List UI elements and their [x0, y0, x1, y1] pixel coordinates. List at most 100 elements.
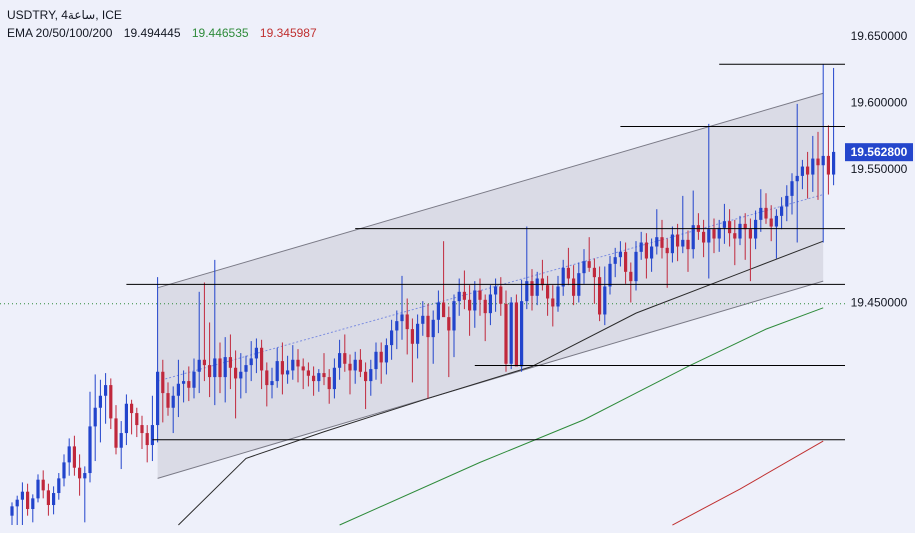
candle-body: [743, 223, 747, 230]
candle: [369, 359, 373, 396]
candle: [722, 203, 726, 244]
candle: [10, 502, 14, 526]
candle-body: [530, 281, 534, 296]
candle: [88, 391, 92, 483]
candle: [161, 359, 165, 423]
candle: [265, 362, 269, 407]
candle: [785, 185, 789, 222]
candle: [717, 219, 721, 252]
candle: [488, 285, 492, 326]
candle-body: [260, 347, 264, 371]
candle: [405, 298, 409, 355]
candle-body: [785, 195, 789, 207]
candle-body: [405, 314, 409, 330]
current-price-label: 19.562800: [851, 145, 908, 159]
candle-body: [722, 221, 726, 228]
candle-body: [119, 433, 123, 448]
candle-body: [452, 301, 456, 331]
candle: [46, 483, 50, 516]
candle: [223, 337, 227, 403]
candle: [530, 269, 534, 311]
candle-body: [473, 290, 477, 311]
candle-body: [795, 175, 799, 182]
candle-body: [46, 490, 50, 506]
candle-body: [556, 286, 560, 307]
candle: [119, 421, 123, 470]
candle: [774, 209, 778, 259]
candle: [296, 349, 300, 383]
candle-body: [176, 383, 180, 396]
candle: [660, 219, 664, 259]
candle: [504, 290, 508, 372]
candle: [192, 358, 196, 399]
candle: [733, 219, 737, 266]
candle: [400, 275, 404, 340]
candle: [301, 358, 305, 390]
candle: [197, 291, 201, 394]
candle: [338, 339, 342, 380]
candle-body: [384, 345, 388, 363]
candle: [426, 303, 430, 399]
candle: [176, 359, 180, 418]
candle-body: [421, 315, 425, 324]
current-price-tag: 19.562800: [845, 143, 913, 162]
candle-body: [426, 315, 430, 338]
candle: [509, 297, 513, 370]
candle-body: [728, 221, 732, 234]
candle: [364, 362, 368, 410]
candle-body: [582, 261, 586, 274]
candle-body: [57, 478, 61, 494]
candle-body: [499, 286, 503, 304]
candle-body: [738, 223, 742, 239]
candle-body: [338, 353, 342, 368]
candle: [15, 495, 19, 526]
candle: [442, 241, 446, 318]
candle-body: [774, 215, 778, 227]
candle: [728, 209, 732, 247]
candle-body: [780, 206, 784, 216]
candle: [317, 369, 321, 392]
candle: [624, 242, 628, 284]
candle-body: [587, 261, 591, 268]
candle: [410, 318, 414, 383]
candle: [712, 218, 716, 254]
candle-body: [187, 381, 191, 388]
candle: [249, 341, 253, 382]
candle-body: [280, 361, 284, 375]
price-axis[interactable]: 19.650000 19.600000 19.550000 19.450000 19.5…: [845, 0, 915, 533]
candle: [156, 277, 160, 443]
y-tick-label: 19.650000: [851, 29, 908, 43]
candle-body: [390, 330, 394, 346]
candle: [234, 350, 238, 419]
candle: [769, 205, 773, 242]
candle: [124, 394, 128, 446]
candle: [171, 386, 175, 434]
candle: [670, 226, 674, 263]
candle-body: [374, 351, 378, 370]
candle: [358, 349, 362, 378]
candle: [790, 173, 794, 215]
candle: [374, 342, 378, 380]
candle-body: [436, 302, 440, 320]
candle-body: [655, 237, 659, 247]
candle: [795, 103, 799, 243]
candle: [93, 374, 97, 462]
candle-body: [254, 347, 258, 359]
candle-body: [286, 370, 290, 375]
candle-body: [806, 166, 810, 175]
candle-body: [603, 286, 607, 315]
candle: [67, 438, 71, 476]
candle: [62, 454, 66, 487]
candle: [270, 367, 274, 399]
candle: [754, 210, 758, 250]
candle-body: [78, 467, 82, 479]
candle: [473, 281, 477, 328]
candle-body: [540, 278, 544, 286]
candle-body: [296, 359, 300, 367]
candle: [639, 231, 643, 260]
candle-body: [514, 302, 518, 367]
candle-body: [733, 233, 737, 239]
candle: [603, 266, 607, 326]
candle-body: [572, 278, 576, 296]
